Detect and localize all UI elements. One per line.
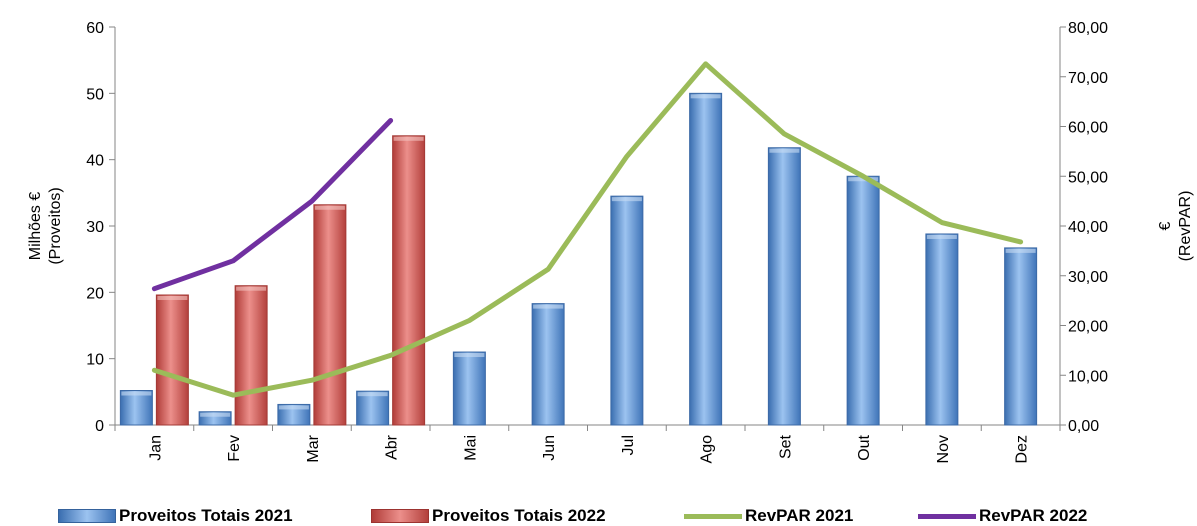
left-tick-label: 30 bbox=[86, 219, 104, 236]
left-tick-label: 10 bbox=[86, 352, 104, 369]
bar-proveitos-2022 bbox=[392, 135, 426, 426]
bar-proveitos-2021-highlight bbox=[1005, 248, 1036, 253]
bar-proveitos-2021 bbox=[119, 390, 153, 426]
axis-titles: Milhões € (Proveitos) € (RevPAR) bbox=[27, 187, 1194, 264]
x-tick-label: Jan bbox=[147, 435, 164, 461]
right-tick-label: 20,00 bbox=[1068, 319, 1108, 336]
bar-proveitos-2021 bbox=[356, 390, 390, 426]
x-tick-label: Fev bbox=[226, 435, 243, 462]
legend: Proveitos Totais 2021 Proveitos Totais 2… bbox=[0, 506, 1197, 526]
legend-item-revpar-2021: RevPAR 2021 bbox=[684, 506, 853, 526]
bar-proveitos-2021-highlight bbox=[200, 412, 231, 417]
bar-proveitos-2021 bbox=[452, 351, 486, 426]
bar-proveitos-2021-highlight bbox=[611, 197, 642, 202]
bars bbox=[119, 92, 1038, 426]
left-tick-label: 40 bbox=[86, 153, 104, 170]
left-tick-label: 20 bbox=[86, 285, 104, 302]
legend-item-revpar-2022: RevPAR 2022 bbox=[918, 506, 1087, 526]
x-tick-label: Jun bbox=[541, 435, 558, 461]
bar-proveitos-2022-highlight bbox=[393, 136, 424, 141]
legend-label-revpar-2021: RevPAR 2021 bbox=[745, 506, 854, 525]
legend-swatch-proveitos-2021 bbox=[58, 509, 116, 523]
right-tick-label: 70,00 bbox=[1068, 70, 1108, 87]
bar-proveitos-2022 bbox=[313, 204, 347, 426]
bar-proveitos-2021-highlight bbox=[848, 177, 879, 182]
right-axis-title-line: € bbox=[1157, 221, 1174, 230]
bar-proveitos-2021-highlight bbox=[357, 392, 388, 397]
right-tick-label: 0,00 bbox=[1068, 418, 1099, 435]
x-tick-label: Mai bbox=[462, 435, 479, 461]
x-tick-label: Ago bbox=[699, 435, 716, 464]
right-tick-label: 80,00 bbox=[1068, 20, 1108, 37]
bar-proveitos-2022-highlight bbox=[236, 286, 267, 291]
bar-proveitos-2021 bbox=[846, 175, 880, 426]
chart: 0 10 20 30 40 50 60 0,00 10,00 20,00 30,00 40,00 50,… bbox=[27, 20, 1194, 463]
line-revpar-2021 bbox=[151, 61, 1024, 398]
bar-proveitos-2022-highlight bbox=[314, 205, 345, 210]
bar-proveitos-2021-highlight bbox=[690, 94, 721, 99]
right-tick-label: 10,00 bbox=[1068, 368, 1108, 385]
bar-proveitos-2021 bbox=[1004, 247, 1038, 426]
bar-proveitos-2021 bbox=[767, 147, 801, 426]
bar-proveitos-2021-highlight bbox=[769, 148, 800, 153]
bar-proveitos-2021-highlight bbox=[454, 353, 485, 358]
right-tick-label: 50,00 bbox=[1068, 169, 1108, 186]
bar-proveitos-2021-highlight bbox=[926, 234, 957, 239]
x-tick-label: Mar bbox=[305, 434, 322, 462]
bar-proveitos-2022 bbox=[155, 294, 189, 426]
x-tick-label: Out bbox=[856, 434, 873, 460]
left-tick-label: 60 bbox=[86, 20, 104, 37]
x-tick-label: Abr bbox=[384, 434, 401, 460]
axes bbox=[109, 26, 1066, 431]
bar-proveitos-2021 bbox=[531, 303, 565, 426]
right-tick-label: 60,00 bbox=[1068, 120, 1108, 137]
bar-proveitos-2021-highlight bbox=[278, 405, 309, 410]
left-axis-title-line: Milhões € bbox=[27, 192, 44, 261]
bar-proveitos-2021-highlight bbox=[533, 304, 564, 309]
lines bbox=[151, 61, 1024, 398]
legend-label-revpar-2022: RevPAR 2022 bbox=[979, 506, 1088, 525]
left-axis-title-line: (Proveitos) bbox=[47, 187, 64, 264]
bar-proveitos-2021-highlight bbox=[121, 391, 152, 396]
left-axis-title: Milhões € (Proveitos) bbox=[27, 187, 64, 264]
line-revpar-2022 bbox=[151, 118, 394, 292]
legend-swatch-revpar-2021 bbox=[684, 513, 742, 519]
x-tick-label: Nov bbox=[935, 435, 952, 463]
legend-item-proveitos-2022: Proveitos Totais 2022 bbox=[371, 506, 606, 526]
x-tick-label: Set bbox=[777, 434, 794, 459]
x-tick-label: Dez bbox=[1014, 435, 1031, 463]
x-tick-label: Jul bbox=[620, 435, 637, 455]
right-tick-label: 30,00 bbox=[1068, 269, 1108, 286]
bar-proveitos-2021 bbox=[689, 92, 723, 426]
left-tick-label: 50 bbox=[86, 86, 104, 103]
legend-label-proveitos-2022: Proveitos Totais 2022 bbox=[432, 506, 606, 525]
left-tick-label: 0 bbox=[95, 418, 104, 435]
legend-label-proveitos-2021: Proveitos Totais 2021 bbox=[119, 506, 293, 525]
tick-labels: 0 10 20 30 40 50 60 0,00 10,00 20,00 30,00 40,00 50,… bbox=[86, 20, 1108, 463]
right-axis-title-line: (RevPAR) bbox=[1177, 191, 1194, 262]
bar-proveitos-2022 bbox=[234, 285, 268, 426]
right-tick-label: 40,00 bbox=[1068, 219, 1108, 236]
bar-proveitos-2021 bbox=[610, 195, 644, 426]
bar-proveitos-2021 bbox=[277, 403, 311, 426]
bar-proveitos-2021 bbox=[925, 233, 959, 426]
legend-swatch-revpar-2022 bbox=[918, 513, 976, 519]
legend-swatch-proveitos-2022 bbox=[371, 509, 429, 523]
legend-item-proveitos-2021: Proveitos Totais 2021 bbox=[58, 506, 293, 526]
right-axis-title: € (RevPAR) bbox=[1157, 191, 1194, 262]
bar-proveitos-2022-highlight bbox=[157, 295, 188, 300]
